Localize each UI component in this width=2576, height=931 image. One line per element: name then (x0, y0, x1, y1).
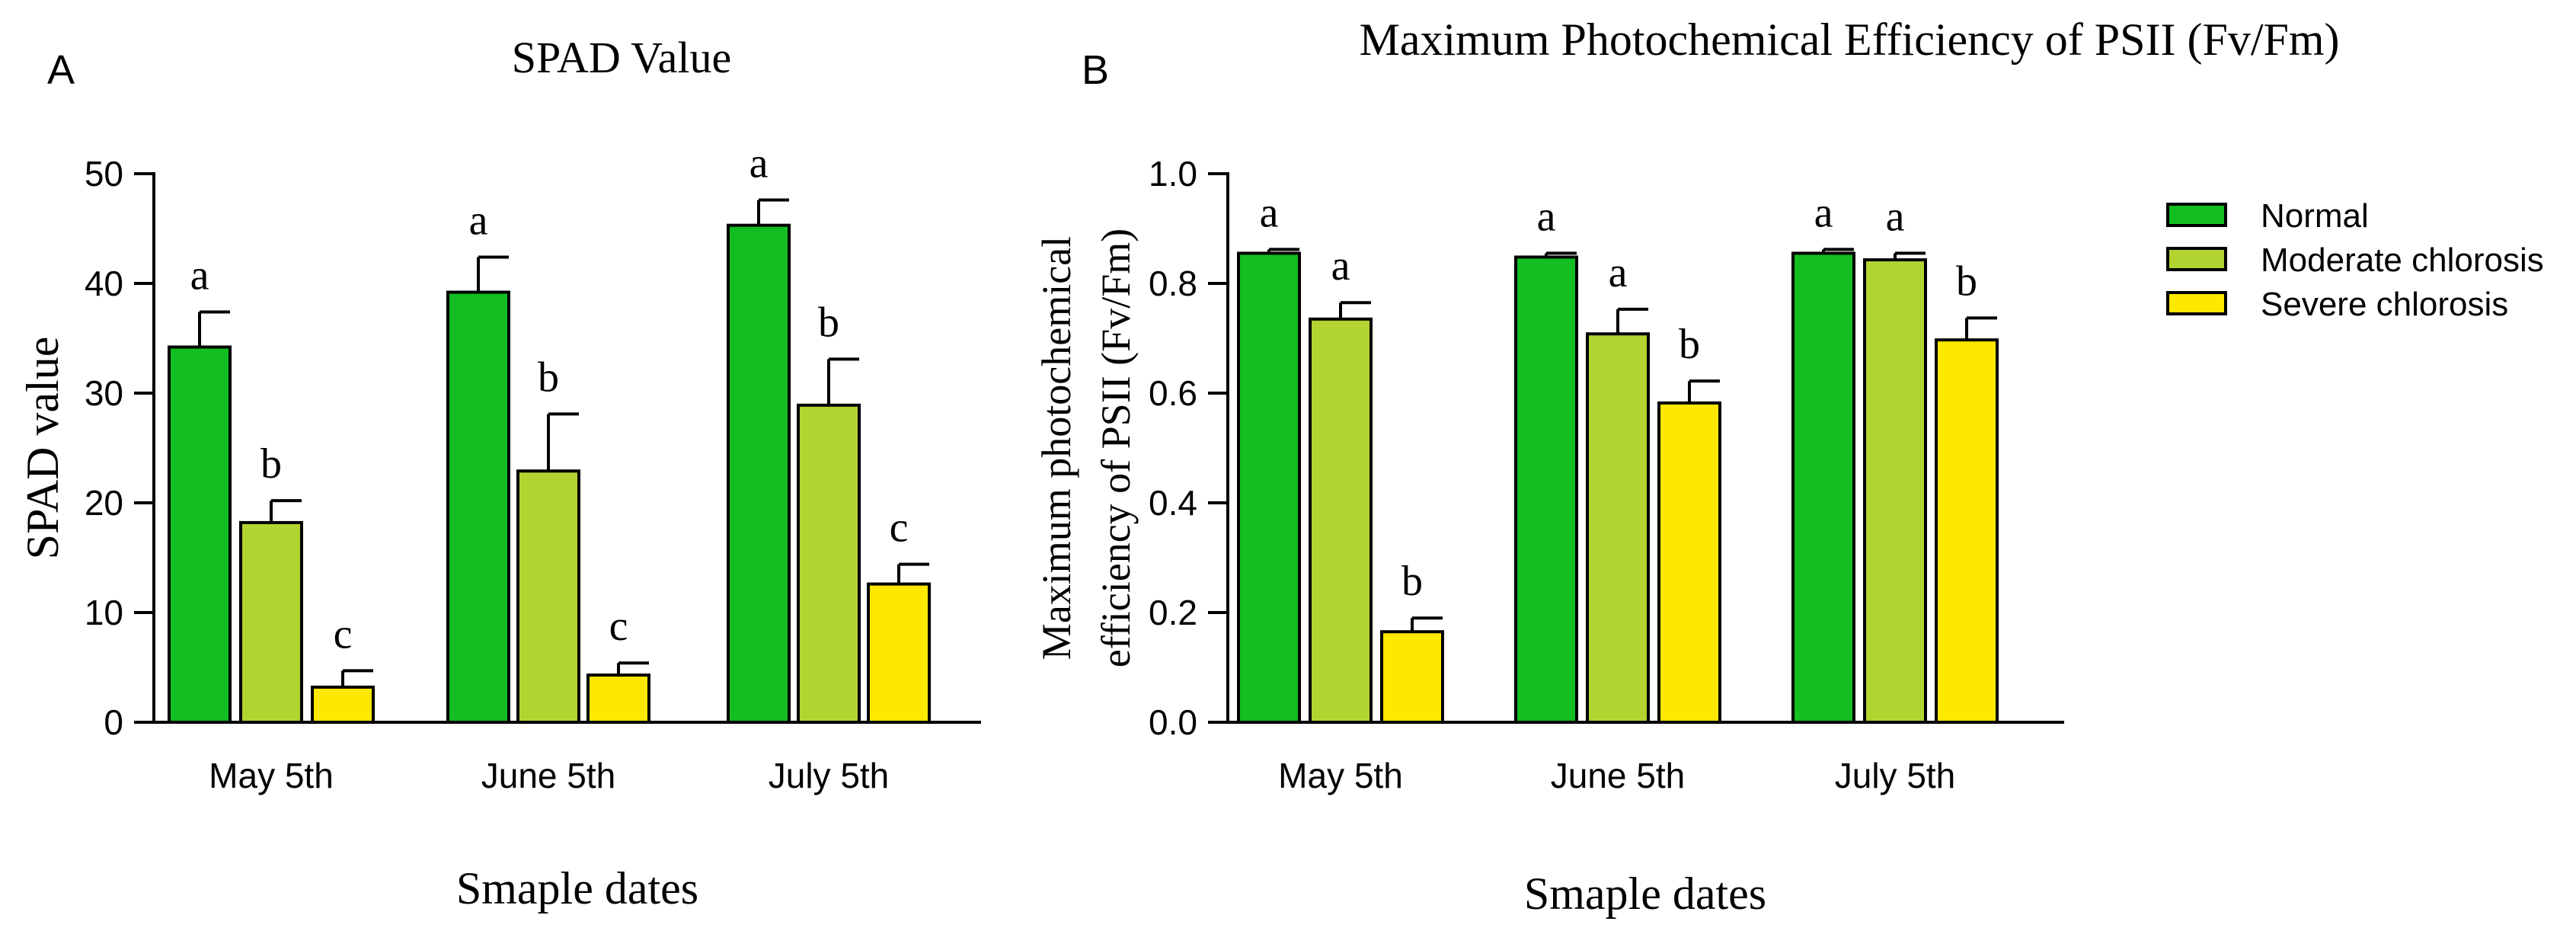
legend-swatch-moderate (2166, 247, 2227, 271)
panel-a-x-tick-label: July 5th (769, 756, 890, 795)
panel-b-x-tick-label: July 5th (1835, 756, 1956, 795)
legend-swatch-normal (2166, 203, 2227, 227)
panel-b-y-tick-label: 0.2 (1149, 593, 1197, 632)
panel-a-y-tick-label: 30 (85, 373, 123, 413)
panel-b-x-tick-label: June 5th (1551, 756, 1685, 795)
panel-b-bar-normal (1237, 251, 1301, 724)
legend-label-normal: Normal (2261, 197, 2369, 235)
panel-b-y-tick-label: 0.6 (1149, 373, 1197, 413)
legend-item-normal: Normal (2166, 197, 2369, 235)
panel-a-y-tick-label: 10 (85, 593, 123, 632)
panel-a-significance-letter: a (749, 140, 769, 187)
panel-b-bar-normal (1791, 251, 1855, 724)
panel-a-bar-normal (727, 223, 791, 724)
panel-b-bar-normal (1514, 255, 1578, 724)
panel-a-significance-letter: b (260, 440, 282, 488)
panel-b-significance-letter: a (1886, 193, 1905, 240)
panel-b-x-axis-title: Smaple dates (1524, 869, 1766, 919)
legend: Normal Moderate chlorosis Severe chloros… (2166, 197, 2544, 323)
panel-b-y-tick-label: 0.0 (1149, 702, 1197, 742)
panel-a-bar-moderate (797, 403, 861, 725)
panel-b-significance-letter: a (1331, 242, 1350, 290)
panel-a-y-tick-label: 50 (85, 154, 123, 194)
panel-a-significance-letter: a (190, 251, 209, 299)
panel-b-plot: 0.0 0.2 0.4 0.6 0.8 1.0 a a a a a a b b b May 5th June 5… (1149, 154, 2064, 795)
panel-a-plot: 0 10 20 30 40 50 a a a b b b c c c May 5th June 5th July … (85, 140, 981, 795)
panel-b-significance-letter: b (1679, 321, 1700, 368)
panel-a-title: SPAD Value (512, 33, 731, 82)
panel-b-bar-severe (1657, 401, 1721, 725)
panel-a-label: A (47, 47, 75, 93)
panel-b-title: Maximum Photochemical Efficiency of PSII… (1359, 14, 2339, 65)
panel-a-bar-severe (311, 685, 375, 724)
panel-b-significance-letter: a (1814, 189, 1833, 236)
panel-a-x-axis-title: Smaple dates (456, 863, 698, 913)
panel-a-y-tick-label: 40 (85, 264, 123, 303)
panel-a-bar-normal (446, 290, 510, 724)
panel-b-bar-moderate (1586, 332, 1650, 724)
panel-b-significance-letter: a (1609, 249, 1628, 296)
legend-label-severe: Severe chlorosis (2261, 286, 2508, 323)
panel-a-significance-letter: a (469, 197, 488, 244)
panel-b-significance-letter: a (1537, 193, 1556, 240)
panel-a-y-axis-title: SPAD value (18, 337, 68, 560)
panel-a-bar-severe (867, 582, 931, 724)
panel-a: A SPAD Value Smaple dates SPAD value 0 10… (18, 33, 981, 913)
panel-b-y-tick-label: 1.0 (1149, 154, 1197, 194)
panel-b-y-axis-title-line-1: Maximum photochemical (1034, 236, 1079, 660)
panel-b-bar-severe (1935, 338, 1999, 724)
panel-a-x-tick-label: May 5th (209, 756, 334, 795)
panel-b-bar-moderate (1863, 258, 1927, 725)
panel-b-significance-letter: b (1956, 258, 1977, 305)
panel-a-x-tick-label: June 5th (481, 756, 615, 795)
panel-a-significance-letter: c (334, 610, 353, 657)
panel-b-y-tick-label: 0.8 (1149, 264, 1197, 303)
panel-a-significance-letter: c (890, 504, 909, 552)
legend-label-moderate: Moderate chlorosis (2261, 242, 2544, 279)
panel-b-bar-severe (1380, 630, 1444, 725)
panel-b-x-tick-label: May 5th (1278, 756, 1403, 795)
panel-a-significance-letter: c (609, 603, 628, 650)
panel-b-label: B (1082, 47, 1109, 93)
panel-b-significance-letter: a (1260, 189, 1279, 236)
panel-a-y-tick-label: 20 (85, 483, 123, 523)
legend-swatch-severe (2166, 291, 2227, 315)
panel-a-significance-letter: b (538, 354, 559, 401)
panel-b-bar-moderate (1309, 317, 1373, 724)
panel-b-y-axis-title-line-2: efficiency of PSII (Fv/Fm) (1093, 229, 1139, 667)
panel-a-significance-letter: b (818, 299, 839, 346)
legend-item-severe: Severe chlorosis (2166, 286, 2508, 323)
legend-item-moderate: Moderate chlorosis (2166, 242, 2544, 279)
panel-a-y-tick-label: 0 (104, 702, 123, 742)
panel-b-significance-letter: b (1401, 558, 1423, 605)
panel-a-bar-normal (168, 345, 232, 724)
panel-a-bar-moderate (239, 520, 303, 724)
panel-a-bar-moderate (516, 469, 580, 724)
panel-b-y-tick-label: 0.4 (1149, 483, 1197, 523)
panel-b: B Maximum Photochemical Efficiency of PS… (1034, 14, 2340, 919)
panel-a-bar-severe (586, 673, 650, 725)
